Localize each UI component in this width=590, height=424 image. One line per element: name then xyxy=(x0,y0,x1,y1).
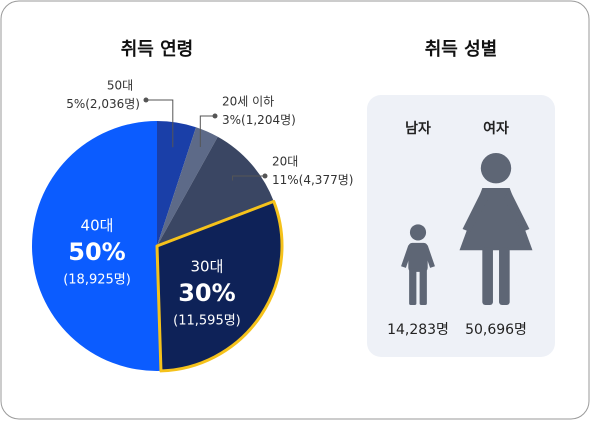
pie-slice xyxy=(157,127,218,246)
slice-label: 11%(4,377명) xyxy=(272,173,353,187)
count-label: 50,696명 xyxy=(465,322,527,338)
slice-name: 20대 xyxy=(272,155,298,169)
slice-label: 5%(2,036명) xyxy=(66,97,140,111)
person-icon xyxy=(459,153,533,305)
slice-percent: 50% xyxy=(68,238,125,266)
leader-dot xyxy=(143,97,149,103)
slice-count: (11,595명) xyxy=(173,314,241,329)
chart-title: 취득 성별 xyxy=(425,39,498,60)
icon-part xyxy=(409,224,427,241)
slice-count: (18,925명) xyxy=(63,273,131,288)
pie-slice xyxy=(157,136,274,246)
pie-slice xyxy=(155,199,284,373)
icon-part xyxy=(480,153,512,184)
icon-part xyxy=(409,268,417,305)
category-label: 남자 xyxy=(405,120,431,137)
icon-part xyxy=(408,242,428,272)
icon-part xyxy=(401,245,435,268)
slice-count: (4,377명) xyxy=(299,173,354,187)
slice-name: 40대 xyxy=(81,217,114,235)
slice-count: (1,204명) xyxy=(241,113,296,127)
pie-slice xyxy=(32,121,161,371)
chart-title: 취득 연령 xyxy=(121,39,194,60)
leader-dot xyxy=(262,173,268,179)
category-label: 여자 xyxy=(483,120,509,137)
slice-percent: 5% xyxy=(66,97,85,111)
slice-name: 30대 xyxy=(191,258,224,276)
icon-part xyxy=(499,247,510,305)
icon-part xyxy=(419,268,427,305)
slice-name: 20세 이하 xyxy=(222,95,274,109)
icon-part xyxy=(482,247,493,305)
count-label: 14,283명 xyxy=(387,322,449,338)
icon-part xyxy=(462,189,530,233)
slice-percent: 30% xyxy=(178,279,235,307)
slice-label: 3%(1,204명) xyxy=(222,113,296,127)
leader-line xyxy=(146,99,174,148)
leader-dot xyxy=(212,113,218,119)
pie-slice xyxy=(157,121,197,246)
person-icon xyxy=(401,224,435,305)
slice-percent: 3% xyxy=(222,113,241,127)
leader-line xyxy=(199,115,215,148)
slice-name: 50대 xyxy=(107,79,133,93)
leader-line xyxy=(232,175,265,181)
slice-percent: 11% xyxy=(272,173,299,187)
slice-count: (2,036명) xyxy=(85,97,140,111)
